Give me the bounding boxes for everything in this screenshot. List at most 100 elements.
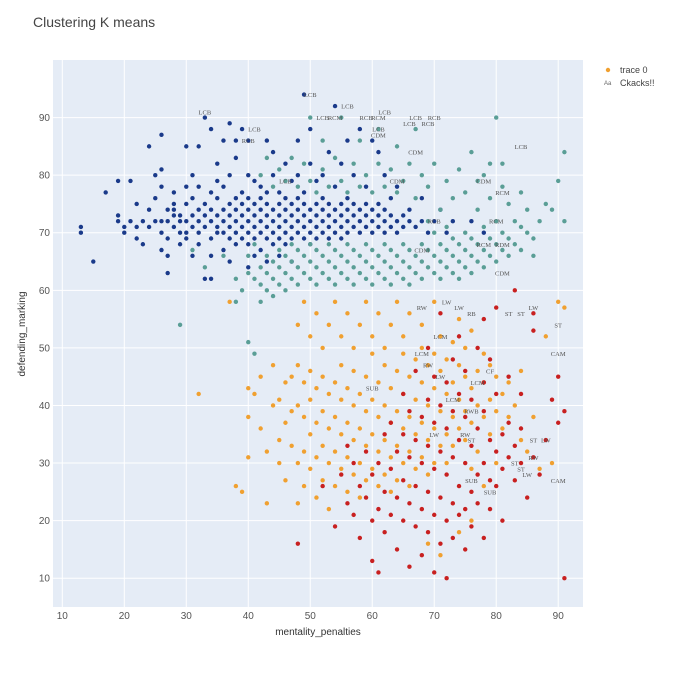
data-point[interactable]: [500, 466, 505, 472]
data-point[interactable]: [270, 184, 276, 189]
data-point[interactable]: [351, 247, 356, 253]
data-point[interactable]: [419, 414, 425, 420]
data-point[interactable]: [339, 236, 344, 241]
data-point[interactable]: [258, 230, 263, 235]
data-point[interactable]: [351, 472, 356, 477]
data-point[interactable]: [345, 207, 350, 212]
data-point[interactable]: [475, 449, 480, 454]
data-point[interactable]: [122, 230, 127, 235]
data-point[interactable]: [425, 437, 431, 443]
data-point[interactable]: [159, 247, 164, 253]
data-point[interactable]: [326, 426, 332, 431]
data-point[interactable]: [233, 155, 239, 161]
data-point[interactable]: [388, 265, 394, 270]
data-point[interactable]: [252, 242, 257, 247]
data-point[interactable]: [382, 362, 387, 368]
data-point[interactable]: [376, 126, 381, 132]
data-point[interactable]: [351, 345, 356, 351]
data-point[interactable]: [277, 247, 282, 253]
data-point[interactable]: [227, 236, 232, 241]
data-point[interactable]: [239, 489, 245, 495]
data-point[interactable]: [407, 564, 412, 569]
data-point[interactable]: [233, 195, 239, 201]
data-point[interactable]: [159, 167, 164, 172]
data-point[interactable]: [326, 322, 332, 328]
data-point[interactable]: [382, 219, 387, 224]
data-point[interactable]: [382, 259, 387, 264]
data-point[interactable]: [432, 230, 437, 235]
data-point[interactable]: [419, 552, 425, 558]
data-point[interactable]: [196, 230, 201, 235]
data-point[interactable]: [425, 362, 431, 368]
data-point[interactable]: [413, 195, 418, 201]
data-point[interactable]: [289, 155, 294, 161]
data-point[interactable]: [345, 219, 350, 224]
data-point[interactable]: [208, 276, 214, 281]
data-point[interactable]: [314, 455, 319, 460]
data-point[interactable]: [283, 380, 288, 385]
data-point[interactable]: [320, 138, 325, 143]
data-point[interactable]: [413, 253, 418, 258]
data-point[interactable]: [463, 368, 468, 374]
data-point[interactable]: [370, 219, 375, 224]
data-point[interactable]: [475, 242, 480, 247]
data-point[interactable]: [531, 311, 536, 316]
data-point[interactable]: [215, 213, 220, 218]
data-point[interactable]: [208, 126, 214, 132]
data-point[interactable]: [401, 351, 406, 356]
data-point[interactable]: [481, 483, 487, 489]
data-point[interactable]: [196, 391, 201, 397]
data-point[interactable]: [339, 432, 344, 437]
data-point[interactable]: [376, 506, 381, 512]
data-point[interactable]: [301, 414, 307, 420]
data-point[interactable]: [363, 259, 369, 264]
data-point[interactable]: [494, 483, 499, 489]
data-point[interactable]: [363, 409, 369, 414]
data-point[interactable]: [363, 478, 369, 483]
data-point[interactable]: [326, 276, 332, 281]
data-point[interactable]: [438, 311, 443, 316]
data-point[interactable]: [301, 201, 307, 207]
data-point[interactable]: [376, 253, 381, 258]
data-point[interactable]: [463, 190, 468, 195]
data-point[interactable]: [494, 219, 499, 224]
data-point[interactable]: [295, 322, 301, 328]
data-point[interactable]: [475, 178, 480, 184]
data-point[interactable]: [295, 265, 301, 270]
data-point[interactable]: [252, 178, 257, 184]
data-point[interactable]: [481, 351, 487, 356]
data-point[interactable]: [208, 207, 214, 212]
data-point[interactable]: [190, 253, 195, 258]
data-point[interactable]: [425, 472, 431, 477]
data-point[interactable]: [252, 201, 257, 207]
data-point[interactable]: [308, 242, 313, 247]
data-point[interactable]: [270, 259, 276, 264]
data-point[interactable]: [413, 368, 418, 374]
data-point[interactable]: [258, 299, 263, 305]
data-point[interactable]: [140, 242, 146, 247]
data-point[interactable]: [314, 282, 319, 287]
data-point[interactable]: [370, 207, 375, 212]
data-point[interactable]: [246, 138, 251, 143]
data-point[interactable]: [456, 483, 462, 489]
data-point[interactable]: [432, 253, 437, 258]
data-point[interactable]: [394, 368, 400, 374]
data-point[interactable]: [153, 219, 158, 224]
data-point[interactable]: [233, 138, 239, 143]
data-point[interactable]: [351, 201, 356, 207]
data-point[interactable]: [339, 334, 344, 339]
data-point[interactable]: [289, 201, 294, 207]
data-point[interactable]: [456, 437, 462, 443]
data-point[interactable]: [277, 224, 282, 230]
data-point[interactable]: [475, 403, 480, 408]
data-point[interactable]: [202, 115, 208, 120]
data-point[interactable]: [407, 219, 412, 224]
data-point[interactable]: [115, 219, 121, 224]
data-point[interactable]: [401, 259, 406, 264]
data-point[interactable]: [370, 472, 375, 477]
data-point[interactable]: [339, 362, 344, 368]
data-point[interactable]: [556, 420, 561, 425]
data-point[interactable]: [351, 403, 356, 408]
data-point[interactable]: [246, 253, 251, 258]
data-point[interactable]: [246, 207, 251, 212]
